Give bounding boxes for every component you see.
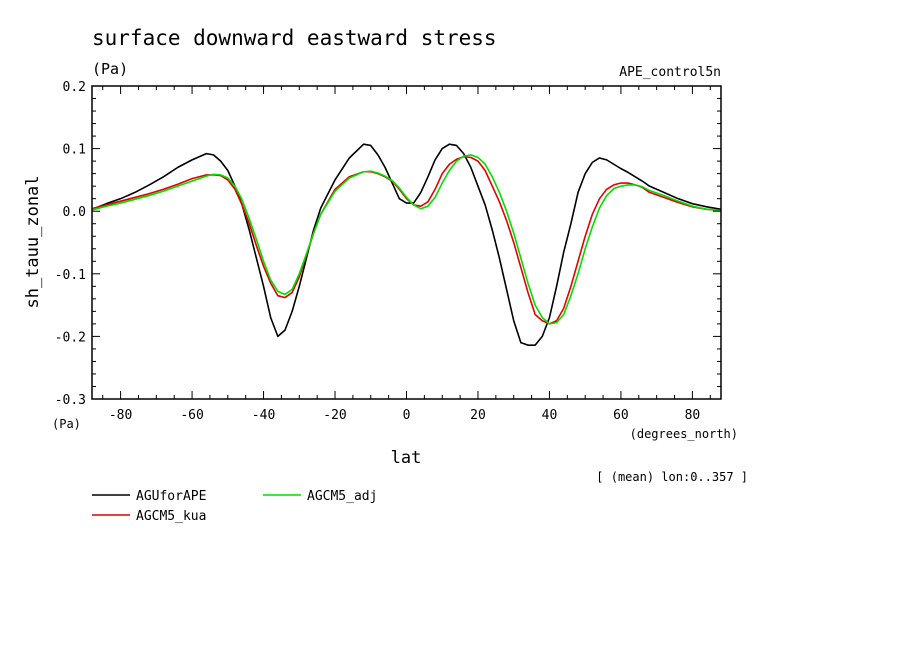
chart-title: surface downward eastward stress <box>92 26 497 50</box>
y-tick-label: -0.2 <box>55 330 86 345</box>
y-axis-unit: (Pa) <box>52 417 81 431</box>
experiment-label: APE_control5n <box>619 65 721 80</box>
series-line-AGCM5_kua <box>91 155 722 325</box>
x-tick-label: -40 <box>252 408 275 423</box>
y-tick-label: 0.1 <box>63 143 86 158</box>
y-tick-label: -0.3 <box>55 393 86 408</box>
x-tick-label: -60 <box>180 408 203 423</box>
x-tick-label: 0 <box>403 408 411 423</box>
legend: AGUforAPE AGCM5_adj AGCM5_kua <box>92 489 377 524</box>
y-tick-label: -0.1 <box>55 268 86 283</box>
series-line-AGUforAPE <box>91 143 722 346</box>
x-tick-label: 40 <box>542 408 558 423</box>
x-tick-label: 80 <box>685 408 701 423</box>
legend-label-AGCM5_kua: AGCM5_kua <box>136 509 206 524</box>
x-axis-unit: (degrees_north) <box>630 427 738 441</box>
legend-label-AGCM5_adj: AGCM5_adj <box>307 489 377 504</box>
averaging-annotation: [ (mean) lon:0..357 ] <box>596 470 748 484</box>
y-tick-label: 0.0 <box>63 205 86 220</box>
plot-frame <box>91 85 722 400</box>
x-tick-label: 60 <box>613 408 629 423</box>
series-layer <box>91 143 722 346</box>
x-tick-label: 20 <box>470 408 486 423</box>
x-tick-label: -80 <box>109 408 132 423</box>
y-axis-label: sh_tauu_zonal <box>23 175 43 308</box>
y-tick-label: 0.2 <box>63 80 86 95</box>
x-axis-label: lat <box>391 448 422 468</box>
series-line-AGCM5_adj <box>91 154 722 325</box>
axis-ticks: -80 -60 -40 -20 0 20 40 60 80 -0.3 -0.2 -0.1 0.0 0.1 0… <box>55 80 721 423</box>
legend-label-AGUforAPE: AGUforAPE <box>136 489 206 504</box>
x-tick-label: -20 <box>323 408 346 423</box>
chart-unit-label: (Pa) <box>92 60 128 78</box>
